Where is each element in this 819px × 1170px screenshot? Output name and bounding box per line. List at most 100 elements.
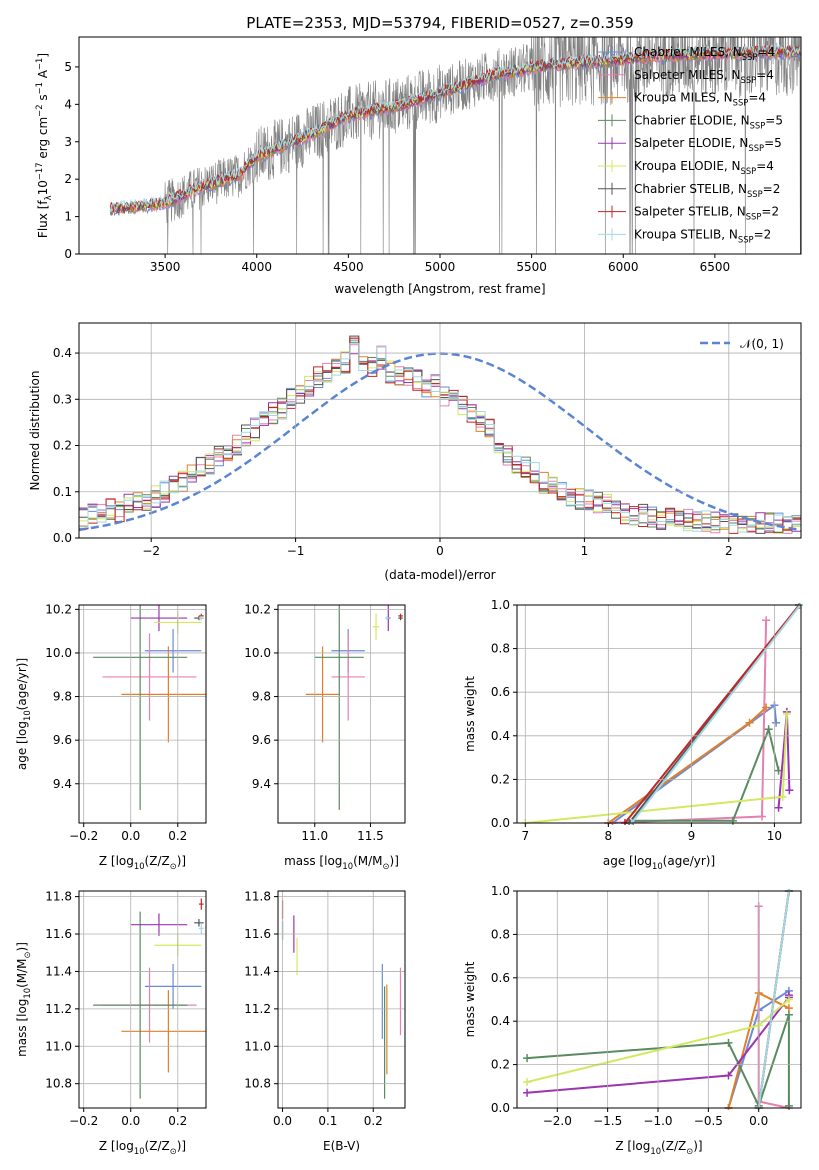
mass_age-plot (305, 605, 403, 810)
z_weight-xtick-label: −1.5 (593, 1114, 622, 1128)
residuals-xtick-label: 1 (581, 544, 589, 558)
spectrum-ytick-label: 4 (64, 97, 72, 111)
z_age-frame (78, 604, 207, 824)
z_weight-point (523, 1077, 532, 1086)
ebv_mass-plot (281, 900, 402, 1099)
ebv_mass-ytick-label: 11.0 (244, 1039, 271, 1053)
ebv_mass-xtick-label: 0.2 (364, 1114, 383, 1128)
spectrum-ytick-label: 3 (64, 135, 72, 149)
z_weight-ytick-label: 0.2 (491, 1058, 510, 1072)
age_weight-ytick-label: 0.8 (491, 642, 510, 656)
z_weight-xlabel: Z [log10(Z/Z⊙)] (615, 1139, 702, 1156)
z_weight-xtick-label: 0.0 (749, 1114, 768, 1128)
z_age-ytick-label: 10.2 (45, 602, 72, 616)
z_age-ylabel: age [log10(age/yr)] (15, 658, 32, 770)
z_mass-plot (93, 898, 206, 1099)
age_weight-plot (521, 603, 803, 825)
spectrum-xlabel: wavelength [Angstrom, rest frame] (334, 282, 545, 296)
age_weight-point (764, 725, 773, 734)
age_weight-point (762, 703, 771, 712)
age_weight-xlabel: age [log10(age/yr)] (603, 854, 715, 871)
z_mass-ytick-label: 11.2 (45, 1002, 72, 1016)
z_age-ytick-label: 9.6 (53, 733, 72, 747)
z_weight-point (523, 1054, 532, 1063)
ebv_mass-ytick-label: 11.4 (244, 964, 271, 978)
z_weight-ytick-label: 0.6 (491, 971, 510, 985)
mass_age-xtick-label: 11.0 (301, 829, 328, 843)
age_weight-xtick-label: 8 (605, 829, 613, 843)
ebv_mass-ytick-label: 10.8 (244, 1077, 271, 1091)
spectrum-ytick-label: 2 (64, 172, 72, 186)
residuals-xtick-label: −2 (142, 544, 160, 558)
mass_age-ytick-label: 10.2 (244, 602, 271, 616)
age_weight-point (778, 792, 787, 801)
mass_age-xlabel: mass [log10(M/M⊙)] (284, 854, 399, 871)
z_age-ytick-label: 9.8 (53, 690, 72, 704)
residuals-xlabel: (data-model)/error (384, 568, 495, 582)
age_weight-point (745, 718, 754, 727)
age_weight-point (782, 710, 791, 718)
spectrum-xtick-label: 6000 (608, 260, 639, 274)
residuals-frame (78, 322, 802, 539)
residuals-xtick-label: −1 (287, 544, 305, 558)
mass_age-ytick-label: 9.6 (252, 733, 271, 747)
z_mass-ylabel: mass [log10(M/M⊙)] (15, 942, 32, 1057)
z_mass-xlabel: Z [log10(Z/Z⊙)] (99, 1139, 186, 1156)
age_weight-xtick-label: 10 (767, 829, 782, 843)
spectrum-legend-entry: Salpeter ELODIE, NSSP=5 (634, 136, 782, 153)
z_mass-xtick-label: 0.0 (121, 1114, 140, 1128)
residuals-xtick-label: 0 (436, 544, 444, 558)
z_mass-frame (78, 890, 207, 1109)
mass_age-frame (277, 604, 406, 824)
age_weight-xtick-label: 7 (521, 829, 529, 843)
age_weight-ytick-label: 1.0 (491, 598, 510, 612)
spectrum-xtick-label: 4500 (333, 260, 364, 274)
spectrum-legend-entry: Chabrier MILES, NSSP=4 (634, 45, 775, 62)
z_weight-ytick-label: 0.0 (491, 1101, 510, 1115)
residuals-ytick-label: 0.4 (53, 346, 72, 360)
z_weight-frame (516, 890, 802, 1109)
spectrum-legend-entry: Kroupa ELODIE, NSSP=4 (634, 159, 774, 176)
spectrum-ytick-label: 5 (64, 60, 72, 74)
z_weight-point (724, 1071, 733, 1080)
spectrum-xtick-label: 5500 (516, 260, 547, 274)
residuals-ytick-label: 0.1 (53, 485, 72, 499)
figure-title: PLATE=2353, MJD=53794, FIBERID=0527, z=0… (246, 14, 633, 32)
spectrum-xtick-label: 6500 (700, 260, 731, 274)
z_mass-ytick-label: 10.8 (45, 1077, 72, 1091)
z_weight-ytick-label: 0.4 (491, 1014, 510, 1028)
z_age-xtick-label: 0.2 (168, 829, 187, 843)
spectrum-model-line (109, 44, 801, 212)
z_weight-point (784, 995, 793, 1004)
age_weight-xtick-label: 9 (688, 829, 696, 843)
age_weight-series-line (630, 604, 801, 824)
z_weight-xtick-label: −0.5 (694, 1114, 723, 1128)
z_weight-xtick-label: −2.0 (543, 1114, 572, 1128)
z_mass-xtick-label: 0.2 (168, 1114, 187, 1128)
z_weight-series-line (757, 890, 790, 1109)
z_weight-ytick-label: 1.0 (491, 884, 510, 898)
residuals-ytick-label: 0.3 (53, 392, 72, 406)
z_age-xlabel: Z [log10(Z/Z⊙)] (99, 854, 186, 871)
spectrum-legend-entry: Salpeter MILES, NSSP=4 (634, 68, 774, 85)
age_weight-ytick-label: 0.2 (491, 772, 510, 786)
residuals-xtick-label: 2 (725, 544, 733, 558)
age_weight-frame (516, 604, 802, 824)
age_weight-ytick-label: 0.4 (491, 729, 510, 743)
spectrum-ytick-label: 0 (64, 247, 72, 261)
age_weight-series-line (624, 604, 801, 824)
spectrum-legend-entry: Kroupa STELIB, NSSP=2 (634, 227, 771, 244)
spectrum-ylabel: Flux [fλ10−17 erg cm−2 s−1 A−1] (34, 53, 53, 238)
age_weight-ytick-label: 0.0 (491, 816, 510, 830)
z_weight-point (784, 1010, 793, 1019)
z_weight-point (724, 1038, 733, 1047)
mass_age-ytick-label: 10.0 (244, 646, 271, 660)
z_weight-plot (523, 889, 793, 1110)
age_weight-series-line (608, 620, 768, 824)
spectrum-xtick-label: 4000 (241, 260, 272, 274)
z_age-xtick-label: −0.2 (69, 829, 98, 843)
ebv_mass-ytick-label: 11.2 (244, 1002, 271, 1016)
spectrum-xtick-label: 3500 (150, 260, 181, 274)
residuals-legend-entry: 𝒩(0, 1) (740, 337, 784, 351)
